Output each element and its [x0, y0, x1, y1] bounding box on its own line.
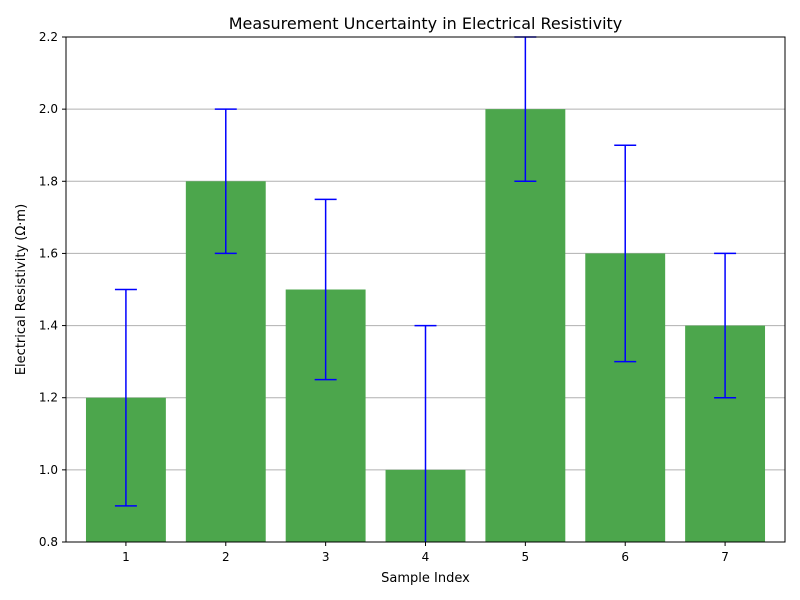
- x-tick-label: 2: [222, 550, 230, 564]
- y-tick-label: 1.4: [39, 319, 58, 333]
- x-axis-label: Sample Index: [381, 571, 470, 586]
- y-axis-ticks: 0.8 1.0 1.2 1.4 1.6 1.8 2.0 2.2: [39, 30, 66, 549]
- x-tick-label: 6: [621, 550, 629, 564]
- x-tick-label: 1: [122, 550, 130, 564]
- y-tick-label: 1.2: [39, 391, 58, 405]
- y-tick-label: 1.8: [39, 174, 58, 188]
- x-tick-label: 4: [422, 550, 430, 564]
- chart-title: Measurement Uncertainty in Electrical Re…: [229, 14, 623, 33]
- y-tick-label: 1.0: [39, 463, 58, 477]
- y-tick-label: 2.2: [39, 30, 58, 44]
- y-tick-label: 2.0: [39, 102, 58, 116]
- x-tick-label: 7: [721, 550, 729, 564]
- y-tick-label: 1.6: [39, 246, 58, 260]
- x-axis-ticks: 1 2 3 4 5 6 7: [122, 542, 729, 564]
- y-tick-label: 0.8: [39, 535, 58, 549]
- y-axis-label: Electrical Resistivity (Ω·m): [14, 204, 29, 375]
- x-tick-label: 5: [522, 550, 530, 564]
- x-tick-label: 3: [322, 550, 330, 564]
